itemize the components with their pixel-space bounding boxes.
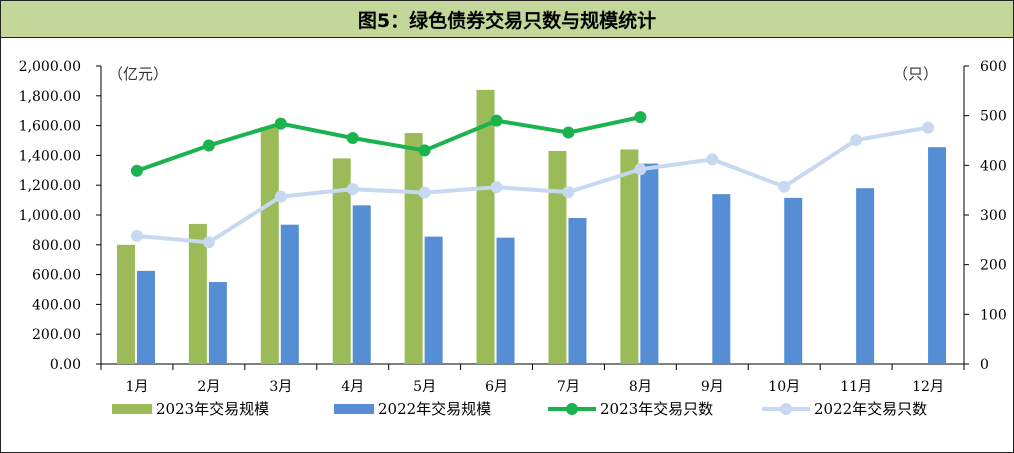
legend-label-0: 2023年交易规模 — [156, 400, 269, 418]
bar-2022 — [784, 197, 803, 364]
point-2022-count — [490, 181, 503, 194]
legend-label-2: 2023年交易只数 — [600, 400, 713, 418]
legend-label-3: 2022年交易只数 — [814, 400, 927, 418]
bar-2022 — [568, 217, 587, 364]
bar-2023 — [476, 89, 495, 364]
left-tick-label: 1,200.00 — [19, 178, 81, 194]
point-2022-count — [346, 183, 359, 196]
point-2022-count — [778, 180, 791, 193]
point-2023-count — [634, 111, 647, 124]
bar-2023 — [620, 149, 639, 364]
bar-2022 — [712, 194, 731, 364]
right-tick-label: 100 — [980, 307, 1007, 323]
point-2023-count — [202, 139, 215, 152]
x-tick-label: 7月 — [557, 379, 580, 395]
legend-label-1: 2022年交易规模 — [378, 400, 491, 418]
bar-2023 — [332, 158, 351, 364]
point-2022-count — [634, 163, 647, 176]
legend-swatch-1 — [334, 404, 374, 414]
left-axis-unit: （亿元） — [108, 65, 168, 83]
title-bar: 图5：绿色债券交易只数与规模统计 — [1, 1, 1013, 38]
point-2022-count — [850, 134, 863, 147]
x-tick-label: 8月 — [629, 379, 652, 395]
x-tick-label: 3月 — [269, 379, 292, 395]
x-tick-label: 12月 — [912, 379, 944, 395]
bar-2022 — [928, 147, 947, 364]
point-2022-count — [706, 153, 719, 166]
left-tick-label: 1,000.00 — [19, 208, 81, 224]
bar-2023 — [404, 133, 423, 364]
bar-2023 — [188, 223, 207, 364]
left-tick-label: 2,000.00 — [19, 59, 81, 75]
point-2023-count — [130, 164, 143, 177]
bar-2022 — [352, 205, 371, 364]
point-2023-count — [418, 144, 431, 157]
legend-marker-2 — [566, 403, 578, 415]
point-2023-count — [346, 132, 359, 145]
line-2023-count — [136, 115, 641, 173]
x-tick-label: 6月 — [485, 379, 508, 395]
x-tick-label: 2月 — [197, 379, 220, 395]
right-tick-label: 0 — [980, 357, 989, 373]
x-tick-label: 10月 — [768, 379, 800, 395]
right-tick-label: 200 — [980, 258, 1007, 274]
right-tick-label: 600 — [980, 59, 1007, 75]
bar-2023 — [116, 244, 135, 364]
bar-2022 — [424, 236, 443, 364]
chart-title: 图5：绿色债券交易只数与规模统计 — [357, 9, 657, 32]
right-tick-label: 300 — [980, 208, 1007, 224]
point-2022-count — [418, 186, 431, 199]
right-tick-label: 400 — [980, 158, 1007, 174]
point-2023-count — [490, 114, 503, 127]
line-2022-count — [136, 125, 929, 245]
bar-2022 — [640, 163, 659, 364]
point-2022-count — [130, 229, 143, 242]
left-tick-label: 1,800.00 — [19, 89, 81, 105]
right-tick-label: 500 — [980, 109, 1007, 125]
x-tick-label: 9月 — [701, 379, 724, 395]
bar-2022 — [208, 282, 227, 364]
point-2022-count — [922, 121, 935, 134]
left-tick-label: 600.00 — [32, 268, 81, 284]
bar-2023 — [260, 127, 279, 364]
bar-2022 — [856, 188, 875, 364]
bar-2023 — [548, 150, 567, 364]
bar-2022 — [136, 270, 155, 364]
x-tick-label: 1月 — [125, 379, 148, 395]
legend-marker-3 — [780, 403, 792, 415]
left-tick-label: 1,400.00 — [19, 148, 81, 164]
point-2023-count — [274, 117, 287, 130]
bar-2022 — [496, 237, 515, 364]
left-tick-label: 1,600.00 — [19, 119, 81, 135]
point-2023-count — [562, 126, 575, 139]
point-2022-count — [202, 236, 215, 249]
x-tick-label: 5月 — [413, 379, 436, 395]
left-tick-label: 200.00 — [32, 327, 81, 343]
x-tick-label: 4月 — [341, 379, 364, 395]
point-2022-count — [562, 186, 575, 199]
point-2022-count — [274, 190, 287, 203]
left-tick-label: 800.00 — [32, 238, 81, 254]
x-tick-label: 11月 — [840, 379, 872, 395]
bar-2022 — [280, 224, 299, 364]
right-axis-unit: （只） — [893, 65, 938, 83]
legend-swatch-0 — [112, 404, 152, 414]
left-tick-label: 0.00 — [50, 357, 81, 373]
left-tick-label: 400.00 — [32, 297, 81, 313]
